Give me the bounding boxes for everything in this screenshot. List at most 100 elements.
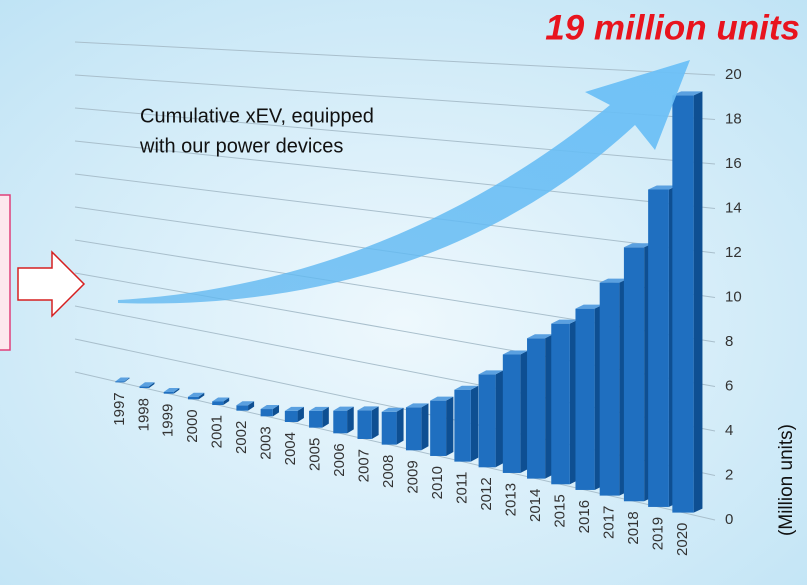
chart-title: 19 million units [545,8,800,47]
bar-top [284,406,304,411]
bar-side [470,385,479,462]
bar-top [527,334,554,339]
grid-line [74,173,716,254]
y-tick-label: 4 [725,422,733,439]
x-tick-label: 2016 [576,500,593,533]
grid-line [74,140,716,209]
bar [454,389,471,462]
x-tick-label: 2003 [258,426,275,459]
bar [623,247,645,502]
x-tick-label: 2017 [601,506,618,539]
x-tick-label: 2008 [380,455,397,488]
side-box [0,194,11,351]
bar-side [371,406,379,439]
bar [502,354,521,473]
bar-side [693,91,703,513]
bar-side [297,406,304,422]
x-tick-label: 1998 [135,398,152,431]
bar [333,410,348,434]
growth-arrow [118,60,690,304]
bar-top [648,185,678,190]
bar [551,323,570,485]
bar-top [187,392,205,397]
bar [672,95,694,513]
bar-side [495,370,504,468]
bar-top [236,401,255,406]
y-tick-label: 2 [725,466,733,483]
y-tick-label: 10 [725,288,742,305]
bar-top [599,278,628,283]
x-tick-label: 1999 [160,404,177,437]
bar [139,386,150,389]
bar-top [672,91,703,96]
y-tick-label: 0 [725,511,733,528]
bar-side [545,334,554,479]
bar-side [347,406,354,434]
x-tick-label: 2009 [405,460,422,493]
y-tick-label: 20 [725,66,742,83]
bar-side [446,396,454,456]
bar-top [551,319,578,324]
bar-side [272,405,280,417]
bars: 1997 1998 1999 2000 2001 2002 2003 2004 2005 2006… [111,91,703,556]
bar-top [478,370,504,375]
x-tick-label: 2002 [233,421,250,454]
bar-top [430,396,454,401]
bar [648,189,669,507]
y-tick-label: 6 [725,377,733,394]
x-tick-label: 2014 [527,489,544,522]
x-tick-label: 2010 [429,466,446,499]
x-tick-label: 2019 [649,517,666,550]
x-tick-label: 2012 [478,477,495,510]
x-tick-label: 2015 [552,494,569,527]
x-tick-label: 2005 [307,438,324,471]
bar-top [502,350,529,355]
bar-top [163,387,180,392]
bar [187,396,199,400]
annotation: Cumulative xEV, equipped [140,105,374,127]
bar [599,282,620,496]
x-tick-label: 2013 [503,483,520,516]
bar-top [115,377,130,382]
bar-side [248,401,255,411]
bar-top [260,405,280,410]
bar-side [149,382,155,389]
grid-line [74,41,716,76]
bar [260,409,273,417]
x-tick-label: 2018 [625,511,642,544]
bar [405,407,422,451]
bar-top [212,397,230,402]
x-tick-label: 2001 [209,415,226,448]
bar-top [309,406,329,411]
x-tick-label: 2000 [184,409,201,442]
bar [309,410,323,428]
bar-top [357,406,379,411]
bar [115,381,125,383]
bar-top [333,406,354,411]
annotation: with our power devices [139,135,343,157]
x-tick-label: 2007 [356,449,373,482]
bar [430,400,447,456]
bar [575,308,595,490]
bar [163,391,174,394]
bar [236,405,249,411]
bar-top [405,403,429,408]
bar [527,338,546,479]
y-tick-label: 14 [725,199,742,216]
bar-top [381,407,404,412]
y-tick-label: 12 [725,244,742,261]
bar-side [173,387,180,394]
y-tick-label: 16 [725,155,742,172]
grid-line [74,107,716,165]
side-arrow [17,250,86,318]
bar-side [421,403,429,451]
bar [357,410,372,439]
bar-top [139,382,155,387]
bar-top [575,304,603,309]
bar [381,411,397,445]
x-tick-label: 1997 [111,392,128,425]
y-tick-label: 8 [725,333,733,350]
bar [478,374,496,468]
x-tick-label: 2006 [331,443,348,476]
